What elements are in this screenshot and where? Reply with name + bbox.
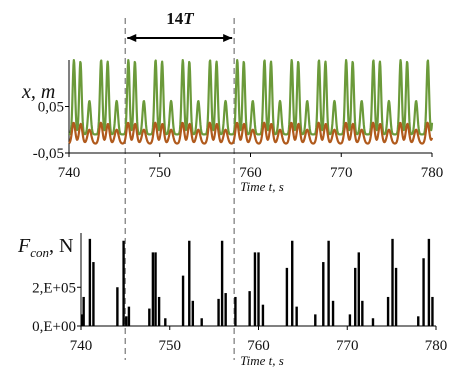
force-x-axis-label: Time t, s <box>240 353 284 368</box>
x-tick-label: 750 <box>159 338 182 354</box>
displacement-series-line <box>68 58 434 136</box>
x-tick-label: 760 <box>247 338 270 354</box>
x-tick-label: 780 <box>421 165 444 181</box>
displacement-chart: x, m -0,05 0,05 740 750 760 770 780 Time t, s <box>21 58 444 194</box>
period-label: 14T <box>166 9 194 28</box>
displacement-series <box>68 58 434 145</box>
x-tick-label: 770 <box>330 165 353 181</box>
period-annotation: 14T <box>124 9 235 360</box>
displacement-x-ticks: 740 750 760 770 780 <box>58 153 444 181</box>
x-tick-label: 740 <box>70 338 93 354</box>
x-tick-label: 760 <box>239 165 262 181</box>
force-x-ticks: 740 750 760 770 780 <box>70 326 448 354</box>
y-tick-label: 0,E+00 <box>32 319 76 335</box>
force-y-ticks: 0,E+00 2,E+05 <box>32 280 81 335</box>
y-tick-label: -0,05 <box>33 146 64 162</box>
displacement-x-axis-label: Time t, s <box>240 179 284 194</box>
displacement-y-axis-label: x, m <box>21 81 55 103</box>
force-impulses <box>80 238 434 326</box>
force-chart: Fcon, N 0,E+00 2,E+05 740 750 760 770 780 Tim… <box>17 233 447 368</box>
x-tick-label: 740 <box>58 165 81 181</box>
y-tick-label: 2,E+05 <box>32 280 76 296</box>
x-tick-label: 750 <box>149 165 172 181</box>
x-tick-label: 770 <box>336 338 359 354</box>
x-tick-label: 780 <box>425 338 448 354</box>
displacement-y-ticks: -0,05 0,05 <box>33 100 69 162</box>
force-y-axis-label: Fcon, N <box>17 235 73 260</box>
y-tick-label: 0,05 <box>38 100 64 116</box>
displacement-series-line <box>68 121 434 145</box>
